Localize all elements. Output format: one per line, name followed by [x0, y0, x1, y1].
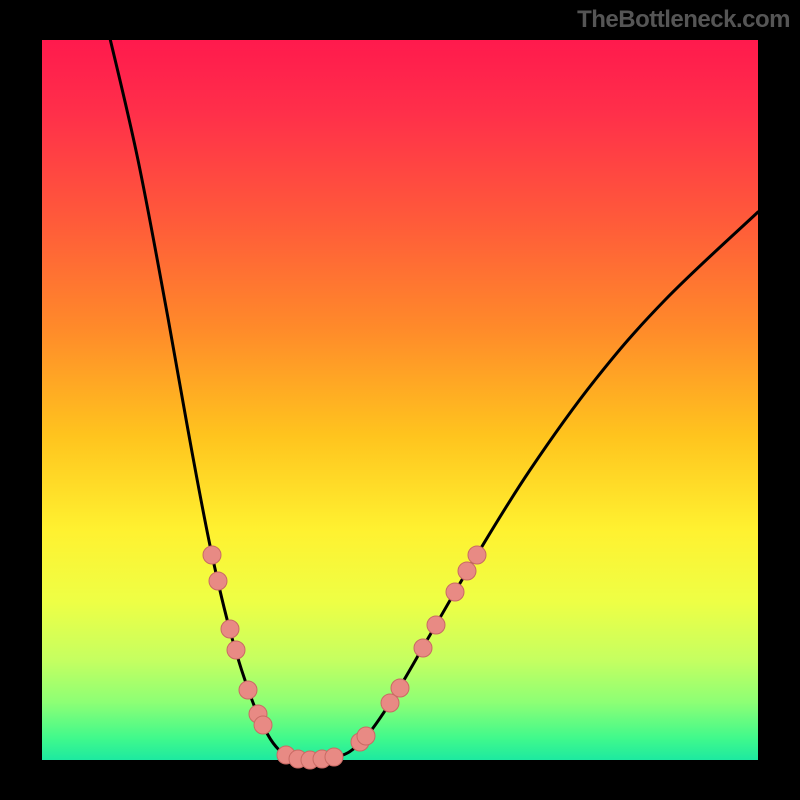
data-marker [468, 546, 486, 564]
data-marker [239, 681, 257, 699]
data-marker [446, 583, 464, 601]
data-marker [203, 546, 221, 564]
watermark-text: TheBottleneck.com [577, 6, 790, 34]
data-marker [209, 572, 227, 590]
curve-layer [0, 0, 800, 800]
data-marker [325, 748, 343, 766]
data-marker [254, 716, 272, 734]
data-marker [427, 616, 445, 634]
data-marker [414, 639, 432, 657]
data-marker [227, 641, 245, 659]
marker-group [203, 546, 486, 769]
data-marker [221, 620, 239, 638]
data-marker [391, 679, 409, 697]
chart-canvas: TheBottleneck.com [0, 0, 800, 800]
plot-area [42, 40, 758, 760]
v-curve [108, 30, 758, 760]
data-marker [458, 562, 476, 580]
data-marker [357, 727, 375, 745]
